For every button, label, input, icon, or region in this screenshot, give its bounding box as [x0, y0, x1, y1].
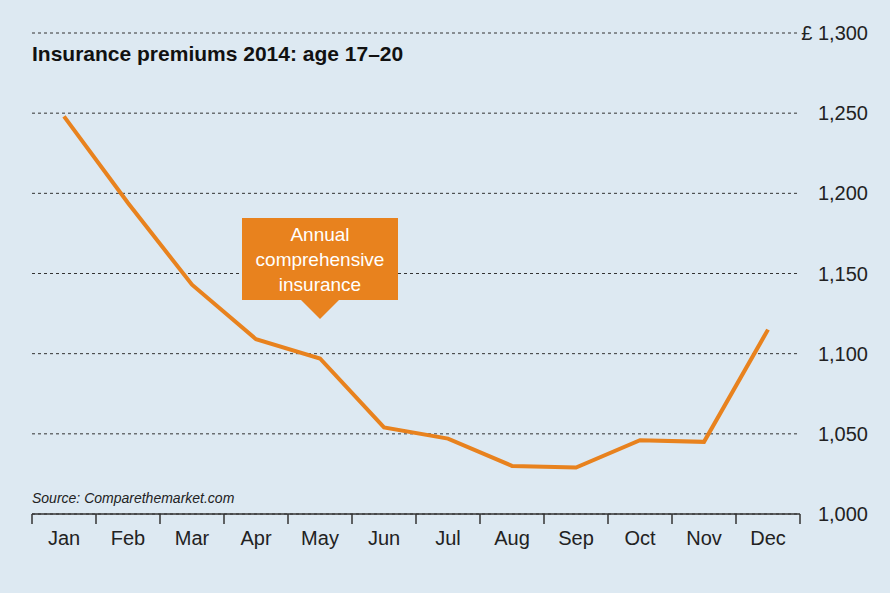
svg-text:1,250: 1,250: [818, 102, 868, 124]
svg-text:1,200: 1,200: [818, 182, 868, 204]
html-text:insurance: insurance: [278, 273, 362, 295]
svg-text:Feb: Feb: [111, 527, 145, 549]
html-text:comprehensive: comprehensive: [255, 248, 385, 270]
svg-text:Mar: Mar: [175, 527, 210, 549]
svg-text:Jan: Jan: [48, 527, 80, 549]
svg-text:£ 1,300: £ 1,300: [801, 22, 868, 44]
svg-text:1,050: 1,050: [818, 423, 868, 445]
svg-text:Jun: Jun: [368, 527, 400, 549]
svg-text:Dec: Dec: [750, 527, 786, 549]
svg-text:Oct: Oct: [624, 527, 656, 549]
html-text:Insurance premiums 2014: age 1: Insurance premiums 2014: age 17–20: [32, 42, 404, 65]
html-text:Source: Comparethemarket.com: Source: Comparethemarket.com: [32, 490, 235, 506]
svg-text:Sep: Sep: [558, 527, 594, 549]
svg-text:Apr: Apr: [240, 527, 271, 549]
svg-text:1,000: 1,000: [818, 503, 868, 525]
svg-text:May: May: [301, 527, 339, 549]
svg-text:1,100: 1,100: [818, 343, 868, 365]
svg-text:Jul: Jul: [435, 527, 461, 549]
svg-text:1,150: 1,150: [818, 263, 868, 285]
html-text:Annual: Annual: [290, 223, 350, 245]
svg-text:Aug: Aug: [494, 527, 530, 549]
svg-text:Nov: Nov: [686, 527, 722, 549]
